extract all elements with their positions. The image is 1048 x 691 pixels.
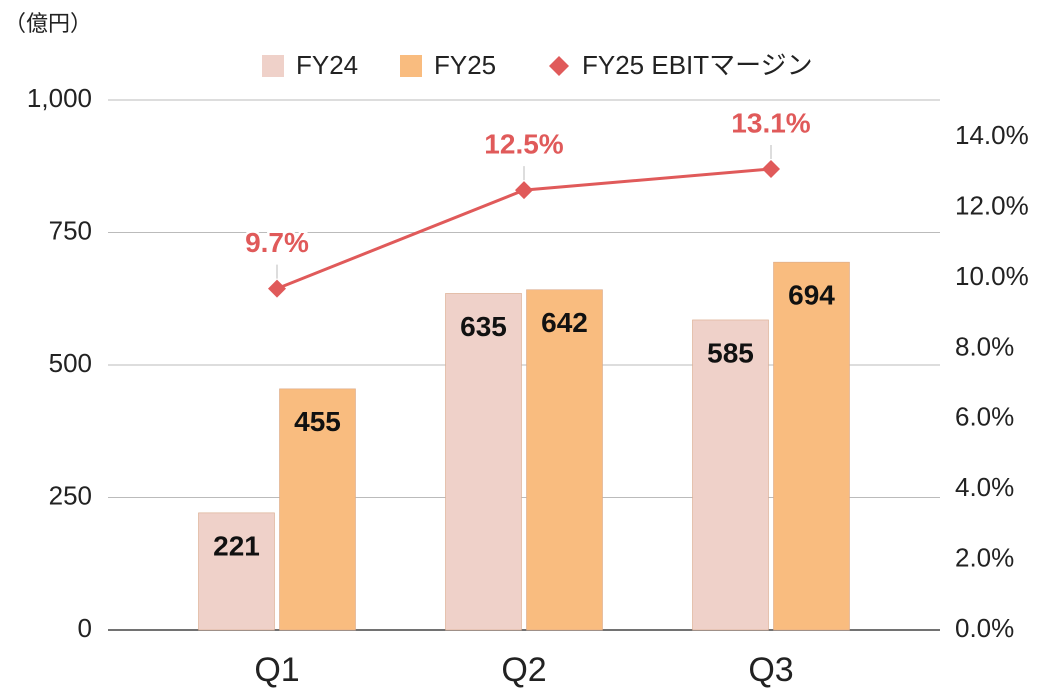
legend-label: FY25 EBITマージン bbox=[582, 50, 813, 80]
bar bbox=[279, 388, 356, 631]
y2-tick-label: 2.0% bbox=[955, 542, 1014, 572]
y-tick-label: 1,000 bbox=[27, 83, 92, 113]
bar bbox=[692, 319, 769, 631]
y-tick-label: 500 bbox=[49, 348, 92, 378]
y-tick-label: 0 bbox=[78, 613, 92, 643]
bar-label: 455 bbox=[294, 406, 341, 437]
y2-tick-label: 0.0% bbox=[955, 613, 1014, 643]
bar bbox=[526, 289, 603, 631]
unit-label: （億円） bbox=[4, 11, 92, 36]
bar bbox=[445, 293, 522, 631]
line-label: 13.1% bbox=[731, 107, 810, 138]
y2-tick-label: 6.0% bbox=[955, 402, 1014, 432]
x-tick-label: Q3 bbox=[748, 651, 793, 689]
y2-tick-label: 4.0% bbox=[955, 472, 1014, 502]
x-tick-label: Q1 bbox=[254, 651, 299, 689]
bar-label: 642 bbox=[541, 307, 588, 338]
y2-tick-label: 12.0% bbox=[955, 191, 1029, 221]
legend-marker bbox=[549, 56, 569, 76]
y2-tick-label: 8.0% bbox=[955, 331, 1014, 361]
bar-label: 585 bbox=[707, 337, 754, 368]
line-label: 12.5% bbox=[484, 128, 563, 159]
bar-label: 694 bbox=[788, 280, 835, 311]
line-label: 9.7% bbox=[245, 227, 309, 258]
legend-swatch bbox=[400, 55, 422, 77]
bar-label: 221 bbox=[213, 530, 260, 561]
x-tick-label: Q2 bbox=[501, 651, 546, 689]
legend-label: FY25 bbox=[434, 50, 496, 80]
marker bbox=[515, 181, 533, 200]
y-tick-label: 750 bbox=[49, 215, 92, 245]
bar bbox=[198, 512, 275, 631]
y2-tick-label: 10.0% bbox=[955, 261, 1029, 291]
y-tick-label: 250 bbox=[49, 480, 92, 510]
bar bbox=[773, 261, 850, 631]
marker bbox=[268, 279, 286, 298]
legend-swatch bbox=[262, 55, 284, 77]
marker bbox=[762, 159, 780, 178]
legend-label: FY24 bbox=[296, 50, 358, 80]
y2-tick-label: 14.0% bbox=[955, 120, 1029, 150]
bar-label: 635 bbox=[460, 311, 507, 342]
